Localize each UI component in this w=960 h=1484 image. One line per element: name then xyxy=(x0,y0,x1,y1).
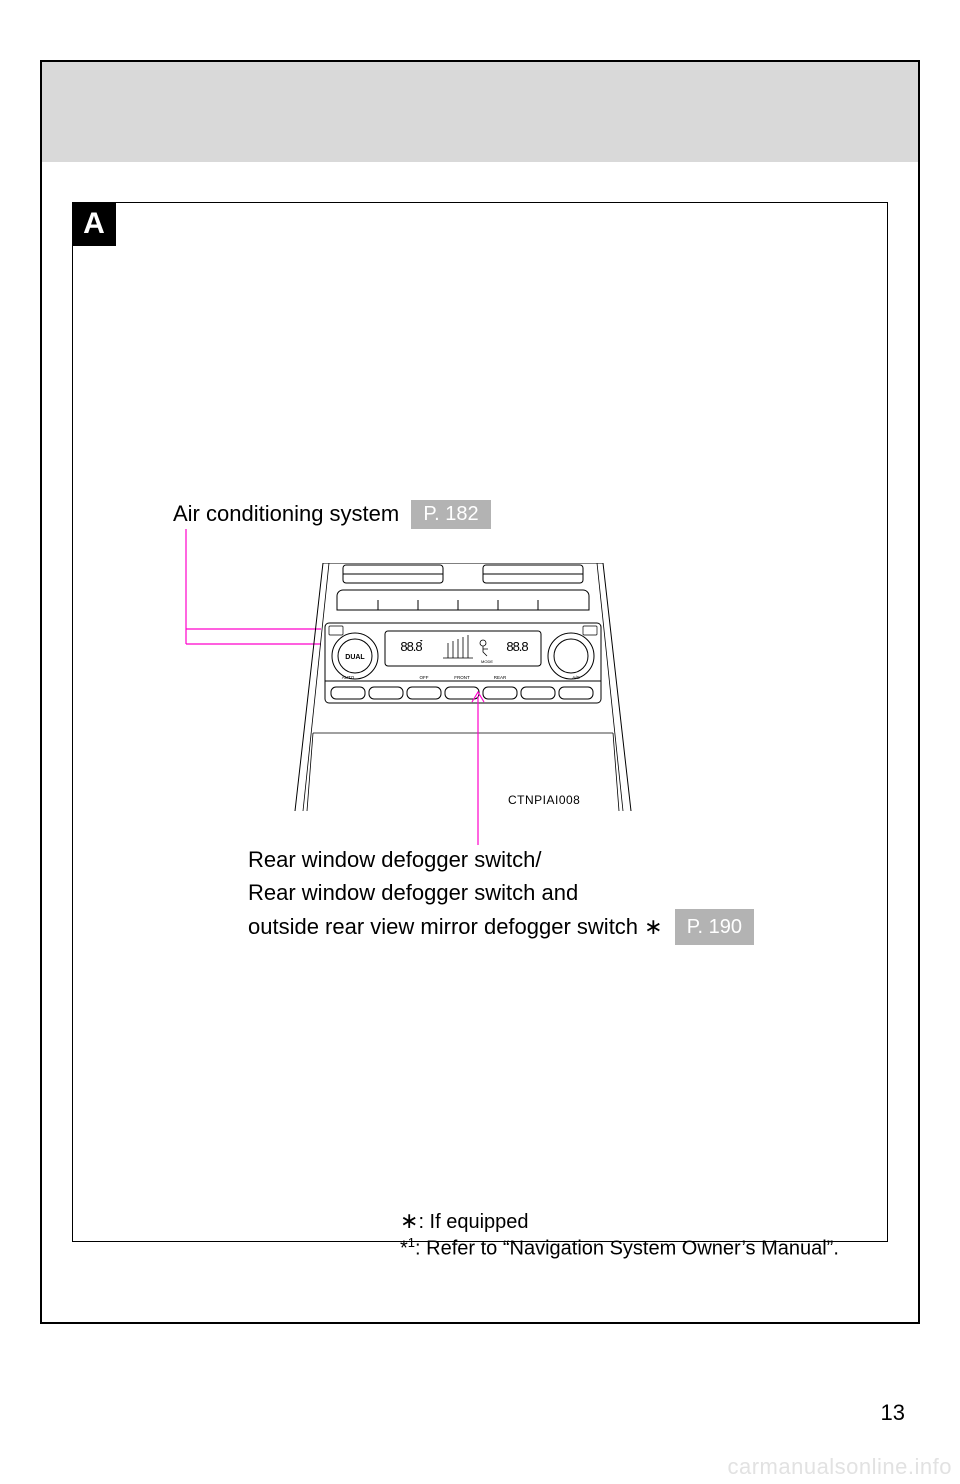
btn-label-off: OFF xyxy=(420,675,429,680)
panel-label-a: A xyxy=(72,202,116,246)
page-number: 13 xyxy=(881,1400,905,1426)
ac-button-row xyxy=(331,687,593,699)
callout2-line1: Rear window defogger switch/ xyxy=(248,843,754,876)
footnote2-text: : Refer to “Navigation System Owner’s Ma… xyxy=(415,1238,839,1260)
page-frame: A Air conditioning system P. 182 xyxy=(40,60,920,1324)
footnote-sup: 1 xyxy=(408,1235,415,1250)
mode-label: MODE xyxy=(481,659,493,664)
btn-label-rear: REAR xyxy=(494,675,507,680)
footnote-star: * xyxy=(400,1238,408,1260)
callout-air-conditioning: Air conditioning system P. 182 xyxy=(173,500,491,529)
watermark: carmanualsonline.info xyxy=(727,1454,952,1480)
callout2-line3-text: outside rear view mirror defogger switch xyxy=(248,914,644,939)
footnote-if-equipped: ∗: If equipped xyxy=(400,1207,839,1235)
header-bar xyxy=(42,62,918,162)
callout-rear-defogger: Rear window defogger switch/ Rear window… xyxy=(248,843,754,945)
callout2-line2: Rear window defogger switch and xyxy=(248,876,754,909)
equipped-marker-icon: ∗ xyxy=(644,914,662,939)
footnote-asterisk-icon: ∗ xyxy=(400,1208,418,1233)
callout2-line3: outside rear view mirror defogger switch… xyxy=(248,909,754,945)
btn-label-front: FRONT xyxy=(454,675,470,680)
btn-label-ac: A/C xyxy=(572,675,580,680)
footnote1-text: : If equipped xyxy=(418,1211,528,1233)
page-ref-190: P. 190 xyxy=(675,909,754,945)
figure-id: CTNPIAI008 xyxy=(508,793,580,807)
footnote-nav-manual: *1: Refer to “Navigation System Owner’s … xyxy=(400,1235,839,1262)
pointer-line-rear-defogger xyxy=(468,690,488,850)
callout-text: Air conditioning system xyxy=(173,501,399,526)
footnotes: ∗: If equipped *1: Refer to “Navigation … xyxy=(400,1207,839,1262)
temp-right-display: 88.8 xyxy=(506,639,528,654)
btn-label-auto: AUTO xyxy=(342,675,355,680)
dual-knob-label: DUAL xyxy=(345,654,365,661)
ac-panel-illustration: DUAL 88.8 88.8 MODE ℉ AUTO OFF FRONT REA… xyxy=(283,563,643,813)
figure-panel: A Air conditioning system P. 182 xyxy=(72,202,888,1242)
svg-text:℉: ℉ xyxy=(420,639,423,643)
page-ref-182: P. 182 xyxy=(411,500,490,529)
